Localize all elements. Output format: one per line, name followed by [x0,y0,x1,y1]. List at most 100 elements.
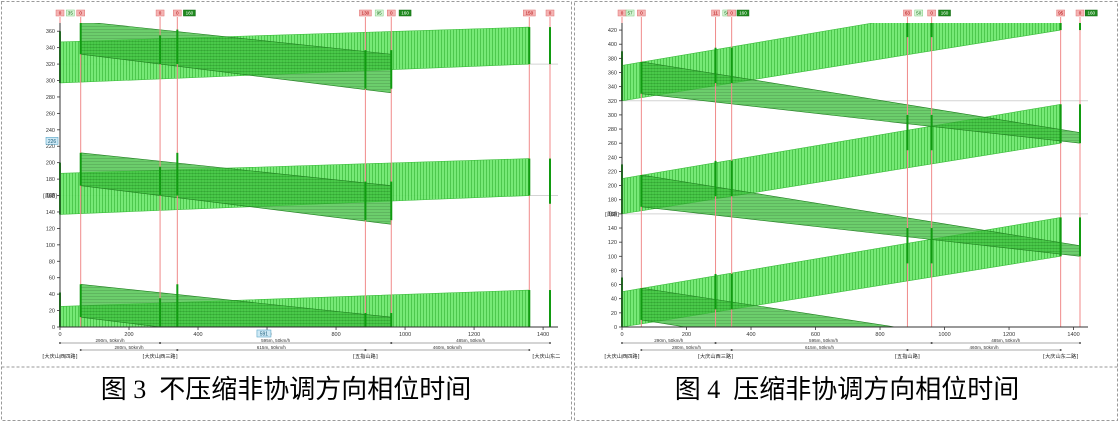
distance-segment-lower-label: 280m, 50km/h [114,345,144,350]
intersection-name: [五指山路] [895,352,920,360]
y-tick-label: 60 [611,283,617,289]
distance-segment-upper-node [714,342,717,344]
phase-offset-label: 11 [713,11,718,16]
distance-segment-upper-node [930,342,933,344]
phase-offset-label: 160 [941,11,949,16]
phase-offset-label: 0 [930,11,933,16]
y-tick-label: 280 [46,95,55,101]
phase-offset-badge [1056,9,1065,17]
x-tick-label: 400 [193,332,202,338]
distance-segment-lower-node [176,349,179,351]
phase-offset-label: 50 [916,11,922,16]
phase-offset-label: 160 [401,11,409,16]
y-tick-label: 280 [608,127,617,133]
distance-segment-lower-node [364,349,367,351]
phase-offset-label: 0 [59,11,62,16]
caption-fig3: 图 3 不压缩非协调方向相位时间 [0,366,572,408]
y-tick-label: 0 [614,325,617,331]
phase-offset-label: 160 [739,11,747,16]
phase-offset-label: 95 [377,11,383,16]
caption-fig3-number: 图 3 [100,374,147,404]
y-tick-label: 300 [608,113,617,119]
phase-offset-badge [637,9,646,17]
distance-segment-lower-node [79,349,82,351]
distance-segment-lower-label: 615m, 50km/h [257,345,287,350]
time-space-chart-fig4: 0 20 40 60 80 100 120 140 160 180 200 220 240 260 280 3… [604,9,1098,360]
phase-offset-badge [727,9,736,17]
distance-segment-upper-node [59,342,61,344]
x-tick-label: 1200 [1003,332,1015,338]
cycle-marker-label: [周期] [605,212,619,218]
y-tick-label: 80 [49,259,55,265]
y-tick-label: 200 [46,161,55,167]
distance-segment-upper-label: 485m, 50km/h [456,338,486,343]
cycle-marker-label: [周期] [43,194,57,200]
phase-offset-badge [1075,9,1085,17]
y-tick-label: 380 [608,56,617,62]
panel-border-right [574,1,1118,421]
distance-segment-upper-label: 290m, 50km/h [95,338,125,343]
distance-segment-upper-label: 595m, 50km/h [261,338,291,343]
y-tick-label: 140 [608,226,617,232]
y-tick-label: 240 [608,155,617,161]
phase-offset-badge [914,9,923,17]
phase-offset-badge [55,9,65,17]
phase-offset-badge [173,9,182,17]
intersection-name: [大庆山西三路] [698,352,733,360]
y-tick-label: 260 [608,141,617,147]
phase-offset-label: 0 [176,11,179,16]
y-tick-label: 40 [611,297,617,303]
y-tick-label: 120 [608,240,617,246]
x-tick-label: 200 [682,332,691,338]
phase-offset-badge [927,9,936,17]
x-tick-label: 400 [746,332,755,338]
y-tick-label: 220 [46,144,55,150]
phase-offset-badge [545,9,555,17]
distance-segment-upper-node [549,342,551,344]
distance-segment-upper-label: 485m, 50km/h [991,338,1021,343]
intersection-name: [大庆山东二路] [532,352,560,360]
y-tick-label: 140 [46,210,55,216]
phase-offset-badge [398,9,412,17]
phase-offset-badge [374,9,384,17]
phase-offset-label: 0 [549,11,552,16]
phase-offset-badge [155,9,165,17]
y-tick-label: 340 [608,85,617,91]
y-tick-label: 180 [46,177,55,183]
phase-offset-badge [387,9,396,17]
x-tick-label: 0 [620,332,623,338]
caption-fig4-text: 压缩非协调方向相位时间 [733,374,1020,404]
time-space-chart-fig3: 0 20 40 60 80 100 120 140 160 180 200 220 240 260 280 3… [42,9,560,360]
y-tick-label: 220 [608,169,617,175]
distance-segment-upper-label: 595m, 50km/h [809,338,839,343]
y-tick-label: 300 [46,79,55,85]
y-tick-label: 160 [608,212,617,218]
x-cursor-box [256,329,272,338]
phase-offset-badge [76,9,85,17]
y-tick-label: 200 [608,184,617,190]
y-tick-label: 20 [49,309,55,315]
distance-segment-lower-node [906,349,909,351]
phase-offset-label: 0 [621,11,624,16]
x-tick-label: 800 [331,332,340,338]
distance-segment-lower-label: 460m, 50km/h [433,345,463,350]
intersection-name: [大庆山西四路] [604,352,639,360]
y-cursor-box [45,137,59,145]
phase-offset-label: 35 [68,11,74,16]
x-cursor-label: 591 [260,332,269,338]
phase-offset-label: 0 [159,11,162,16]
y-tick-label: 100 [46,243,55,249]
phase-offset-label: 95 [1058,11,1064,16]
phase-offset-label: 160 [1087,11,1095,16]
y-tick-label: 160 [46,194,55,200]
y-tick-label: 420 [608,28,617,34]
phase-offset-badge [903,9,912,17]
x-tick-label: 1000 [938,332,950,338]
x-tick-label: 0 [58,332,61,338]
x-tick-label: 1000 [399,332,411,338]
phase-offset-label: 0 [640,11,643,16]
distance-segment-upper-node [621,342,623,344]
y-tick-label: 40 [49,292,55,298]
